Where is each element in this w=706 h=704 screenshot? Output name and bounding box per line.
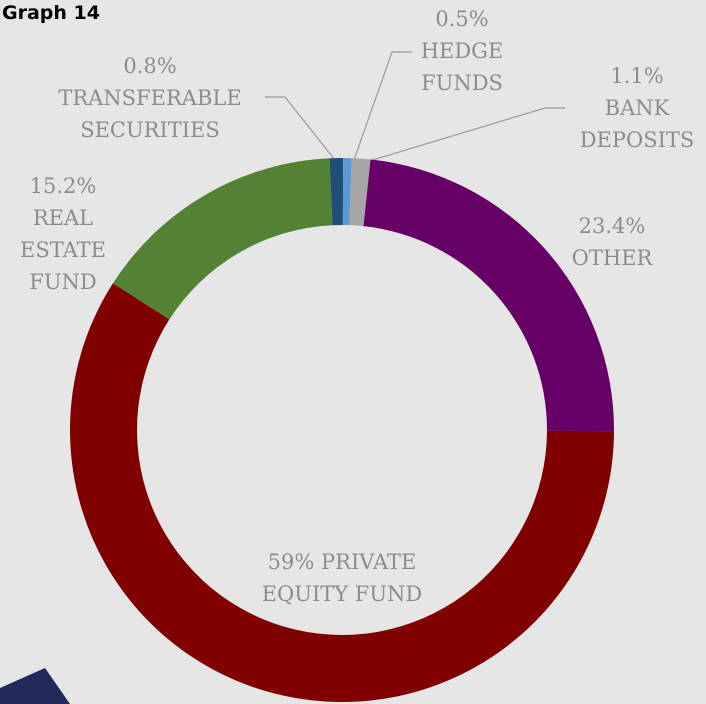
donut-segment bbox=[70, 283, 614, 702]
leader-line bbox=[365, 107, 565, 163]
value-label: 0.5% bbox=[435, 7, 489, 31]
value-label: 15.2% bbox=[29, 174, 97, 198]
segment-label: 23.4% OTHER bbox=[552, 210, 672, 274]
segment-label: 0.8% TRANSFERABLE SECURITIES bbox=[25, 50, 275, 146]
segment-label: 1.1% BANK DEPOSITS bbox=[562, 60, 706, 156]
segment-label: 59% PRIVATE EQUITY FUND bbox=[242, 546, 442, 610]
value-label: 1.1% bbox=[610, 64, 664, 88]
donut-segment bbox=[342, 158, 352, 226]
value-label: 59% bbox=[267, 550, 315, 574]
donut-segment bbox=[363, 159, 614, 432]
category-label: TRANSFERABLE SECURITIES bbox=[58, 86, 242, 142]
segment-label: 15.2% REAL ESTATE FUND bbox=[17, 170, 109, 298]
value-label: 23.4% bbox=[578, 214, 646, 238]
donut-segment bbox=[112, 158, 333, 320]
chart-title: Graph 14 bbox=[2, 2, 100, 24]
leader-line bbox=[265, 96, 336, 161]
category-label: BANK DEPOSITS bbox=[579, 96, 695, 152]
category-label: PRIVATE EQUITY FUND bbox=[261, 550, 423, 606]
category-label: REAL ESTATE FUND bbox=[20, 206, 106, 294]
corner-decoration bbox=[0, 668, 70, 704]
value-label: 0.8% bbox=[123, 54, 177, 78]
category-label: OTHER bbox=[571, 246, 653, 270]
category-label: HEDGE FUNDS bbox=[420, 39, 504, 95]
donut-segment bbox=[329, 157, 344, 226]
leader-line bbox=[353, 51, 412, 161]
segment-label: 0.5% HEDGE FUNDS bbox=[402, 3, 522, 99]
donut-segment bbox=[349, 158, 371, 227]
